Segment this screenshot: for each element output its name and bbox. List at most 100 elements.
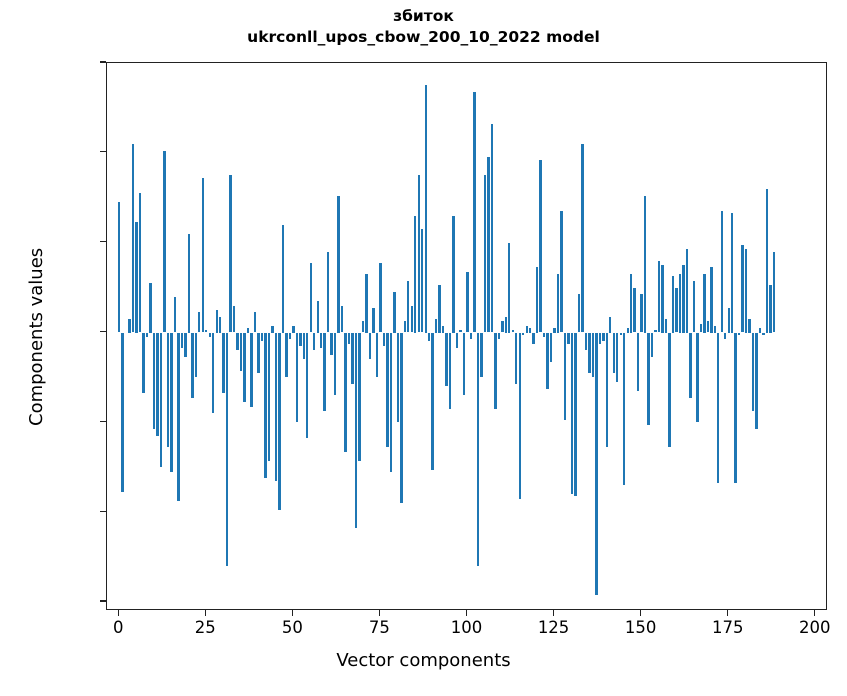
bar — [549, 332, 553, 362]
y-axis-label: Components values — [26, 247, 47, 426]
bar — [643, 195, 647, 333]
y-tick-mark — [99, 61, 106, 63]
bar — [710, 267, 713, 333]
bar — [264, 332, 267, 479]
bar — [748, 319, 751, 333]
bar — [438, 285, 441, 333]
bar — [731, 213, 734, 333]
bar — [668, 332, 671, 448]
bar — [727, 307, 730, 333]
bar — [654, 330, 657, 333]
bar — [675, 287, 678, 333]
bar — [522, 332, 525, 335]
bar — [354, 332, 358, 528]
bar — [434, 319, 438, 333]
bar — [142, 332, 145, 394]
bar — [205, 330, 208, 333]
bar — [361, 321, 365, 333]
bar — [612, 332, 615, 373]
bar — [358, 332, 361, 461]
bar — [487, 157, 490, 333]
bar — [623, 332, 626, 486]
bar — [145, 332, 149, 337]
bar — [340, 305, 344, 333]
bar — [191, 332, 194, 398]
bar — [657, 260, 661, 333]
bar — [706, 321, 710, 333]
bar — [128, 319, 131, 333]
bar — [539, 159, 542, 333]
bar — [219, 316, 222, 333]
bar — [518, 332, 521, 499]
bar — [535, 267, 539, 333]
bar — [396, 332, 400, 423]
bar — [685, 249, 689, 333]
bar — [560, 211, 563, 333]
bar — [504, 316, 507, 333]
bar — [260, 332, 264, 342]
bar — [410, 305, 413, 333]
bar — [490, 123, 494, 333]
y-tick-mark — [99, 600, 106, 602]
bar — [285, 332, 288, 378]
bar — [344, 332, 347, 452]
plot-axes — [106, 62, 827, 610]
bar — [222, 332, 225, 394]
bar — [166, 332, 170, 448]
bar — [313, 332, 316, 351]
x-tick-label: 100 — [450, 618, 483, 637]
bar — [696, 332, 699, 423]
x-tick-label: 200 — [799, 618, 831, 637]
bar — [215, 310, 218, 333]
bar — [508, 242, 511, 333]
bar — [309, 262, 312, 333]
bar — [650, 332, 654, 358]
bar — [511, 330, 514, 333]
bar — [421, 229, 424, 333]
x-tick-mark — [204, 609, 206, 616]
bar — [201, 177, 204, 333]
bar — [427, 332, 431, 342]
bar — [320, 332, 323, 349]
bar — [389, 332, 393, 472]
bar — [744, 249, 748, 333]
y-tick-mark — [99, 151, 106, 153]
bar — [152, 332, 156, 430]
bar — [574, 332, 577, 497]
bar — [455, 332, 459, 349]
bar — [239, 332, 243, 371]
chart-title-line2: ukrconll_upos_cbow_200_10_2022 model — [247, 28, 600, 46]
bar — [501, 321, 504, 333]
x-tick-label: 25 — [194, 618, 216, 637]
bar — [271, 325, 274, 333]
bar — [671, 276, 675, 333]
bar — [633, 287, 636, 333]
bar — [180, 332, 184, 349]
bar — [441, 325, 445, 333]
bar — [417, 175, 420, 333]
bar — [525, 325, 528, 333]
bar — [636, 332, 640, 391]
chart-title: збиток ukrconll_upos_cbow_200_10_2022 mo… — [0, 6, 847, 48]
x-tick-label: 175 — [711, 618, 744, 637]
bar — [546, 332, 549, 389]
bar — [556, 274, 560, 333]
bar — [173, 296, 177, 333]
bar — [225, 332, 229, 567]
x-tick-mark — [291, 609, 293, 616]
y-tick-mark — [99, 241, 106, 243]
x-tick-label: 50 — [281, 618, 303, 637]
bar — [121, 332, 124, 492]
bar — [769, 285, 772, 333]
bar — [619, 332, 622, 335]
bar — [497, 332, 501, 340]
bar — [382, 332, 386, 346]
bar — [368, 332, 372, 360]
bar — [469, 332, 473, 340]
bar — [602, 332, 605, 342]
bar — [713, 325, 716, 333]
bar — [326, 251, 330, 333]
bar — [274, 332, 278, 481]
bar — [424, 85, 427, 333]
